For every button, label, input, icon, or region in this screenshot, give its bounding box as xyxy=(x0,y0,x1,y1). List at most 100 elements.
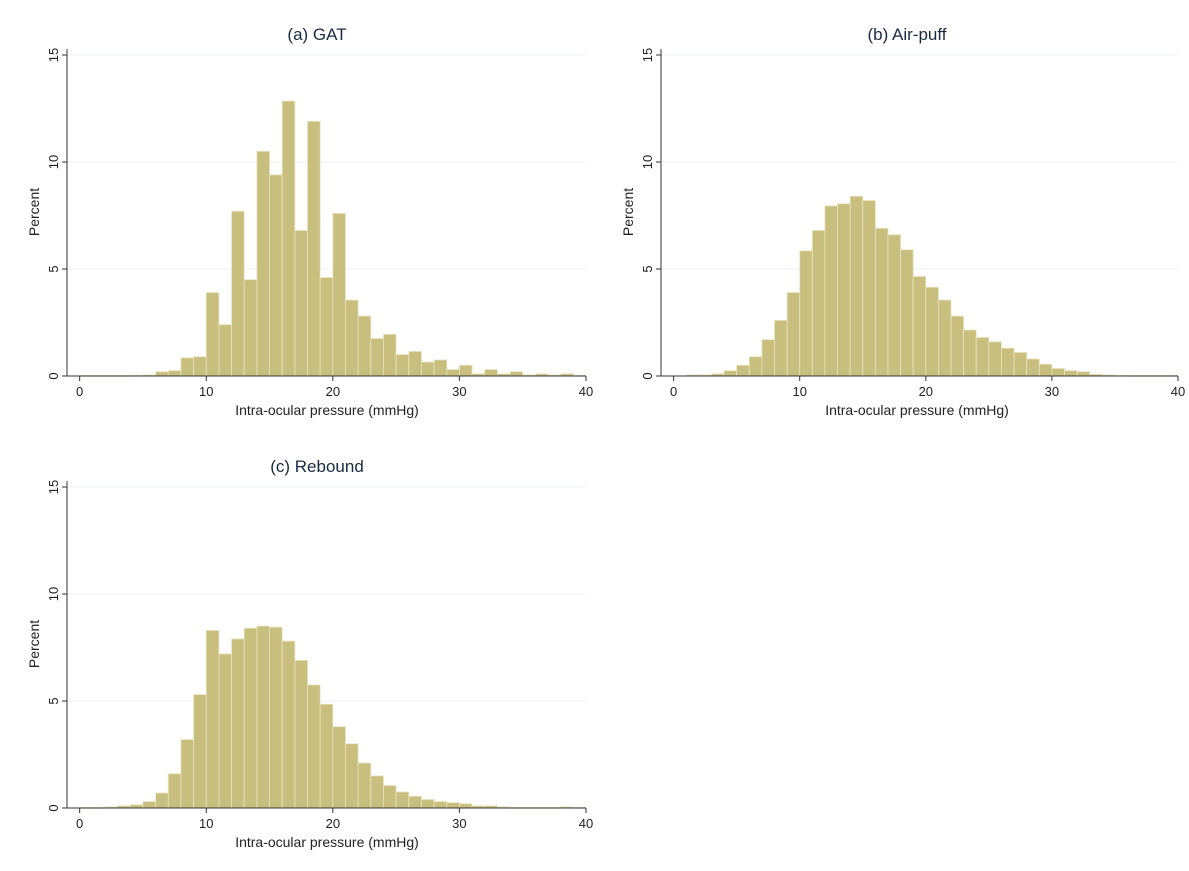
histogram-bar xyxy=(383,785,397,809)
x-axis-label: Intra-ocular pressure (mmHg) xyxy=(235,834,419,850)
histogram-bar xyxy=(180,739,194,809)
y-axis-label: Percent xyxy=(620,188,636,236)
histogram-bar xyxy=(256,625,270,809)
histogram-chart: 0 5 10 15 0 10 20 30 40 (b) Air-puff Intra-ocula… xyxy=(620,25,1185,418)
x-tick-label: 20 xyxy=(326,384,340,399)
y-axis-label: Percent xyxy=(26,620,42,668)
y-tick-label: 0 xyxy=(640,372,655,379)
y-tick-label: 10 xyxy=(640,155,655,169)
histogram-bar xyxy=(357,762,372,809)
histogram-bar xyxy=(319,703,334,809)
y-tick-label: 0 xyxy=(46,804,61,811)
histogram-bar xyxy=(281,100,296,377)
histogram-bar xyxy=(281,640,296,809)
histogram-bar xyxy=(912,276,927,377)
y-tick-label: 5 xyxy=(46,697,61,704)
histogram-bar xyxy=(357,315,372,377)
histogram-bar xyxy=(786,292,801,377)
histogram-bar xyxy=(837,203,851,377)
histogram-bar xyxy=(938,299,952,377)
histogram-bar xyxy=(1076,371,1091,377)
histogram-bar xyxy=(408,795,422,809)
histogram-bar xyxy=(395,354,410,377)
x-tick-label: 20 xyxy=(326,816,340,831)
y-tick-label: 15 xyxy=(46,48,61,62)
x-axis-label: Intra-ocular pressure (mmHg) xyxy=(235,402,419,418)
histogram-bar xyxy=(1064,370,1078,377)
histogram-bar xyxy=(231,210,245,377)
histogram-chart: 0 5 10 15 0 10 20 30 40 (c) Rebound Intra-ocular… xyxy=(26,457,593,850)
histogram-bar xyxy=(849,195,864,377)
histogram-bar xyxy=(484,369,498,377)
histogram-bar xyxy=(395,791,410,809)
histogram-bar xyxy=(319,277,334,377)
histogram-bar xyxy=(862,200,876,377)
histogram-bar xyxy=(459,803,473,809)
histogram-bar xyxy=(332,726,346,809)
histogram-bar xyxy=(307,120,321,377)
x-tick-label: 40 xyxy=(1171,384,1185,399)
x-tick-label: 40 xyxy=(579,816,593,831)
histogram-bar xyxy=(421,799,435,809)
histogram-bar xyxy=(269,174,283,377)
histogram-bar xyxy=(294,230,308,377)
histogram-bar xyxy=(167,773,182,809)
x-tick-label: 30 xyxy=(1045,384,1059,399)
histogram-bar xyxy=(294,659,308,809)
y-axis-label: Percent xyxy=(26,188,42,236)
histogram-bar xyxy=(950,315,965,377)
histogram-bar xyxy=(180,357,194,377)
histogram-bar xyxy=(975,337,990,377)
histogram-panel-gat: 0 5 10 15 0 10 20 30 40 (a) GAT Intra-ocular pre… xyxy=(0,0,595,433)
histogram-bar xyxy=(1038,363,1053,377)
histogram-bar xyxy=(243,627,258,809)
histogram-bar xyxy=(421,361,435,377)
histogram-bar xyxy=(243,279,258,377)
x-tick-label: 10 xyxy=(792,384,806,399)
histogram-bar xyxy=(155,371,169,377)
histogram-bar xyxy=(1013,352,1028,377)
y-tick-label: 15 xyxy=(46,480,61,494)
histogram-bar xyxy=(811,230,826,377)
histogram-bar xyxy=(446,369,460,377)
x-tick-label: 30 xyxy=(452,384,466,399)
histogram-bar xyxy=(142,801,157,809)
histogram-bar xyxy=(446,802,460,809)
histogram-bar xyxy=(193,694,207,809)
histogram-bar xyxy=(799,250,813,377)
histogram-panel-rebound: 0 5 10 15 0 10 20 30 40 (c) Rebound Intra-ocular… xyxy=(0,433,595,866)
x-tick-label: 40 xyxy=(579,384,593,399)
x-tick-label: 0 xyxy=(76,816,83,831)
histogram-bar xyxy=(218,324,232,377)
histogram-bar xyxy=(269,626,283,809)
histogram-bar xyxy=(824,205,838,377)
x-tick-label: 30 xyxy=(452,816,466,831)
histogram-bar xyxy=(256,150,270,377)
histogram-bar xyxy=(307,684,321,809)
histogram-bar xyxy=(509,371,524,377)
histogram-bar xyxy=(345,299,359,377)
histogram-bar xyxy=(218,653,232,809)
histogram-bar xyxy=(748,356,763,377)
histogram-bar xyxy=(231,638,245,809)
y-tick-label: 5 xyxy=(46,265,61,272)
y-tick-label: 5 xyxy=(640,265,655,272)
histogram-bar xyxy=(155,792,169,809)
histogram-bar xyxy=(370,775,384,809)
histogram-bar xyxy=(736,364,750,377)
histogram-bar xyxy=(1001,347,1015,377)
x-tick-label: 0 xyxy=(670,384,677,399)
y-tick-label: 10 xyxy=(46,155,61,169)
histogram-bar xyxy=(1026,358,1040,377)
histogram-bar xyxy=(433,801,448,809)
histogram-bar xyxy=(433,359,448,377)
histogram-bar xyxy=(205,629,220,809)
histogram-bar xyxy=(963,329,977,377)
chart-title: (a) GAT xyxy=(287,25,346,44)
histogram-panel-air-puff: 0 5 10 15 0 10 20 30 40 (b) Air-puff Intra-ocula… xyxy=(595,0,1189,433)
histogram-bar xyxy=(370,338,384,377)
x-tick-label: 10 xyxy=(199,816,213,831)
histogram-bar xyxy=(1051,368,1065,377)
y-tick-label: 0 xyxy=(46,372,61,379)
histogram-bar xyxy=(459,364,473,377)
